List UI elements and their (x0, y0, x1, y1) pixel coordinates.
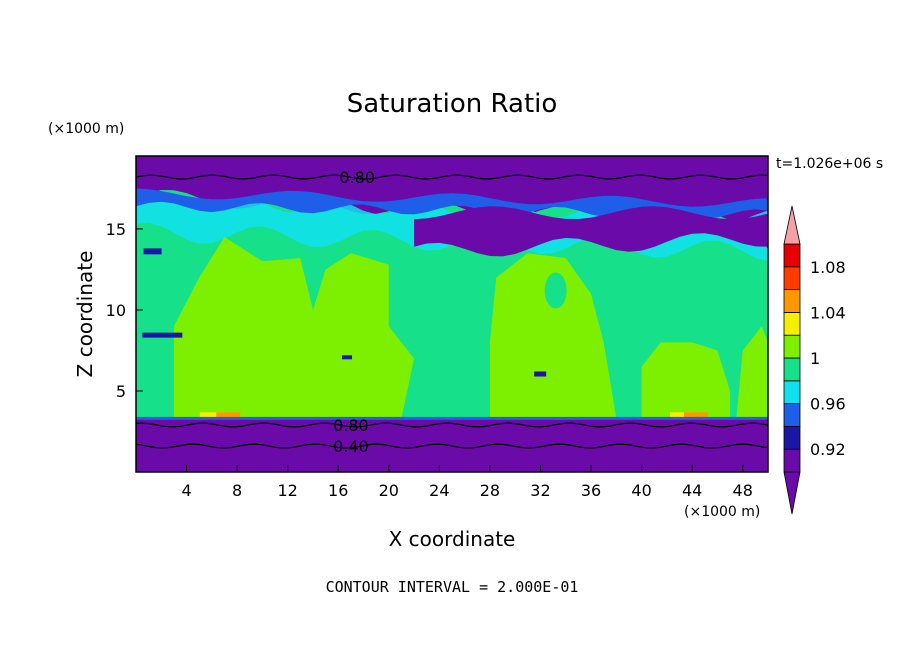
chart-title: Saturation Ratio (347, 89, 558, 119)
x-tick-label: 48 (733, 481, 753, 500)
colorbar-swatch (783, 403, 801, 427)
x-tick-label: 4 (181, 481, 191, 500)
x-tick-label: 24 (429, 481, 449, 500)
x-tick-label: 20 (379, 481, 399, 500)
colorbar-label: 1 (810, 349, 820, 368)
x-tick-label: 8 (232, 481, 242, 500)
y-unit-label: (×1000 m) (48, 121, 124, 137)
y-tick-label: 15 (106, 220, 126, 239)
field-speck-3 (670, 412, 695, 418)
contour-line-2 (136, 422, 768, 428)
field-patch-1 (142, 332, 183, 338)
field-region-plume-2 (489, 253, 617, 419)
contour-label-2: 0.80 (333, 416, 369, 435)
colorbar-swatch (783, 357, 801, 382)
y-tick-label: 5 (116, 382, 126, 401)
colorbar-label: 0.96 (810, 395, 846, 414)
x-tick-label: 12 (278, 481, 298, 500)
colorbar-swatch (783, 289, 801, 313)
x-tick-label: 40 (631, 481, 651, 500)
contour-line-1 (136, 174, 768, 180)
colorbar-swatch (783, 448, 801, 473)
contour-label-1: 0.80 (339, 168, 375, 187)
field-region-blue-streak (136, 188, 768, 219)
field-patch-2 (143, 248, 162, 255)
field-region-dry-tongue (414, 206, 768, 257)
colorbar-label: 1.04 (810, 303, 846, 322)
y-axis-label: Z coordinate (73, 251, 97, 378)
contour-interval-note: CONTOUR INTERVAL = 2.000E-01 (326, 578, 579, 596)
field-region-pocket (544, 272, 567, 309)
field-speck-2 (216, 412, 241, 418)
colorbar-over-triangle (783, 205, 801, 245)
x-tick-label: 32 (530, 481, 550, 500)
x-tick-label: 28 (480, 481, 500, 500)
colorbar-swatch (783, 266, 801, 290)
colorbar-swatch (783, 334, 801, 359)
x-axis-label: X coordinate (389, 527, 516, 551)
field-speck-4 (683, 412, 708, 418)
contour-line-3 (136, 443, 768, 449)
x-tick-label: 16 (328, 481, 348, 500)
colorbar-swatch (783, 425, 801, 450)
saturation-field (136, 156, 768, 472)
field-region-plume-1 (173, 237, 415, 419)
contour-lines (136, 174, 768, 449)
colorbar: 0.92 0.96 1 1.04 1.08 (783, 205, 846, 515)
y-axis: 5 10 15 (106, 220, 143, 401)
x-tick-label: 36 (581, 481, 601, 500)
plot-frame (135, 155, 769, 473)
field-region-plume-4 (736, 326, 768, 419)
y-tick-label: 10 (106, 301, 126, 320)
colorbar-under-triangle (783, 471, 801, 515)
field-region-base-line (136, 416, 768, 420)
colorbar-swatch (783, 243, 801, 268)
colorbar-swatch (783, 380, 801, 404)
x-tick-label: 44 (682, 481, 702, 500)
colorbar-label: 0.92 (810, 440, 846, 459)
contour-labels: 0.80 0.80 0.40 (333, 168, 375, 456)
field-speck-1 (199, 412, 224, 418)
time-label: t=1.026e+06 s (776, 156, 883, 172)
field-region-plume-3 (641, 342, 731, 419)
x-unit-label: (×1000 m) (684, 504, 760, 520)
colorbar-swatch (783, 311, 801, 336)
field-patch-3 (534, 371, 547, 377)
field-patch-4 (342, 355, 353, 360)
x-axis: 4 8 12 16 20 24 28 32 36 40 44 48 (181, 465, 753, 500)
contour-label-3: 0.40 (333, 437, 369, 456)
colorbar-label: 1.08 (810, 258, 846, 277)
